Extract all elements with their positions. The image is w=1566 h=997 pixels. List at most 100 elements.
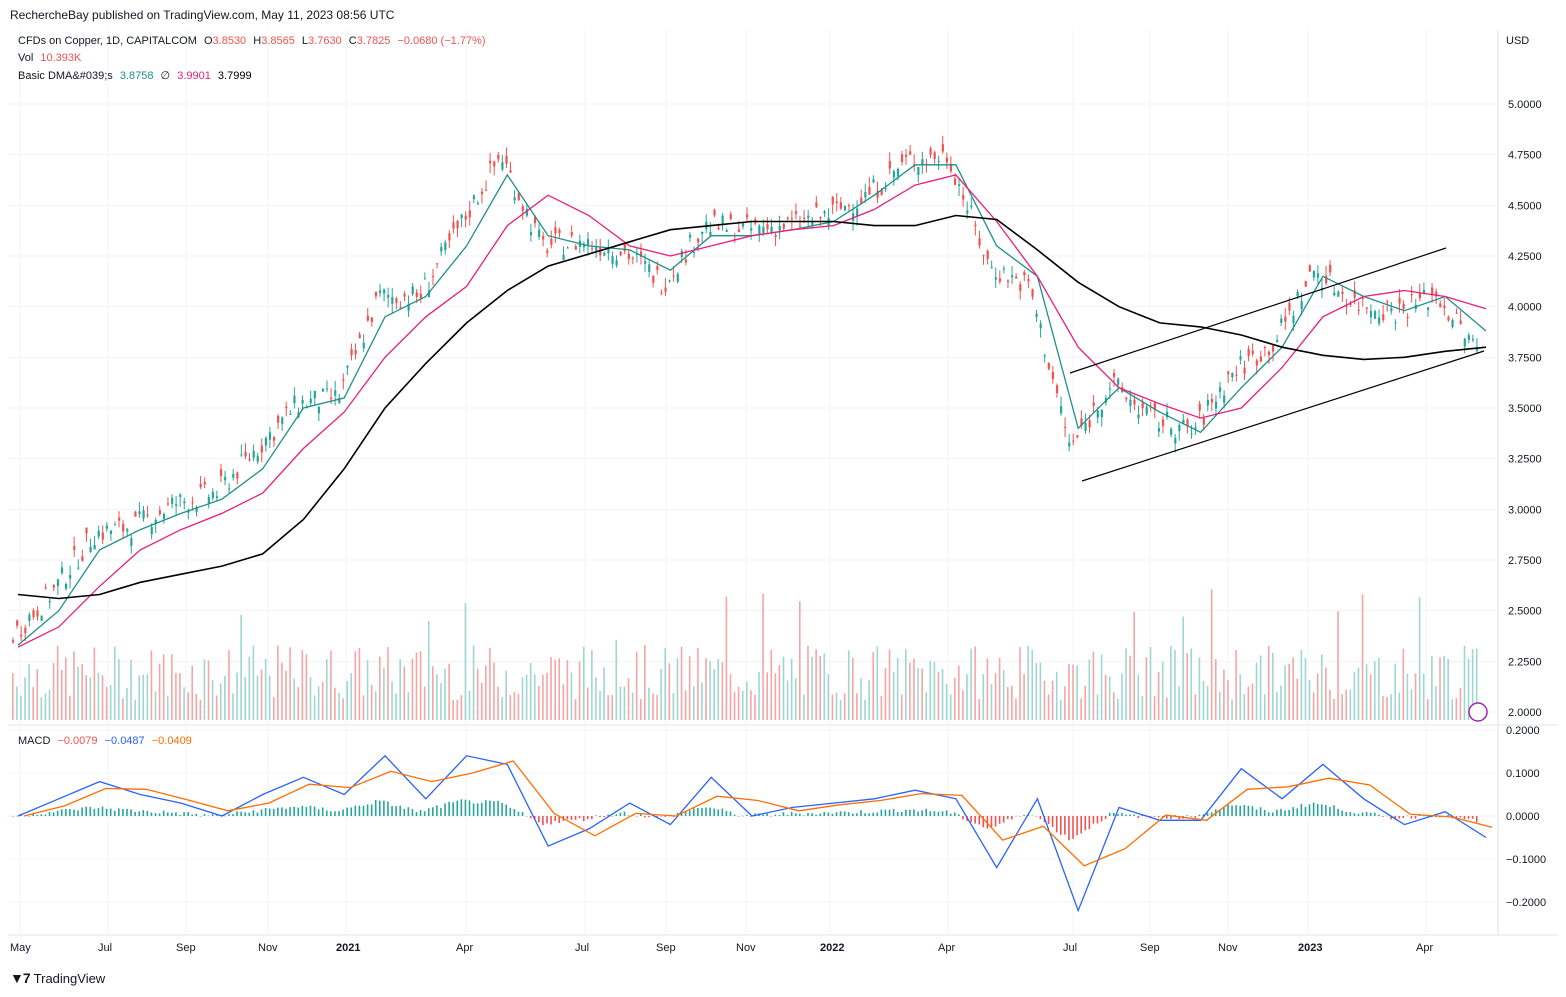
- tradingview-logo[interactable]: ▼7 TradingView: [10, 970, 105, 986]
- volume-bar: [236, 672, 238, 720]
- candle-body: [1353, 290, 1356, 298]
- candle-body: [236, 472, 239, 479]
- candle-body: [358, 334, 361, 339]
- candle-body: [1259, 356, 1262, 362]
- macd-histogram-bar: [1316, 803, 1319, 816]
- macd-histogram-bar: [362, 805, 365, 816]
- volume-bar: [203, 659, 206, 720]
- volume-bar: [1451, 699, 1454, 720]
- macd-histogram-bar: [199, 816, 202, 817]
- candle-body: [953, 178, 957, 185]
- volume-bar: [660, 668, 662, 720]
- alert-lightning-icon[interactable]: [1468, 702, 1488, 722]
- macd-histogram-bar: [864, 813, 866, 816]
- macd-histogram-bar: [513, 808, 516, 816]
- volume-bar: [1259, 655, 1262, 720]
- volume-bar: [750, 690, 752, 720]
- macd-histogram-bar: [635, 816, 638, 817]
- macd-histogram-bar: [909, 809, 911, 816]
- macd-histogram-bar: [16, 815, 18, 817]
- candle-body: [880, 190, 883, 195]
- candle-body: [162, 513, 166, 519]
- price-tick-label: 4.7500: [1508, 150, 1542, 162]
- volume-bar: [876, 646, 879, 720]
- macd-histogram-bar: [317, 809, 320, 816]
- candle-body: [1198, 403, 1201, 411]
- candle-body: [741, 223, 745, 227]
- candle-body: [1047, 363, 1050, 369]
- volume-bar: [1288, 663, 1290, 720]
- volume-bar: [1141, 695, 1144, 720]
- volume-bar: [741, 690, 744, 720]
- close-value: 3.7825: [356, 35, 391, 47]
- candle-body: [1251, 350, 1254, 355]
- volume-bar: [786, 680, 789, 720]
- price-tick-label: 2.0000: [1508, 707, 1542, 719]
- volume-bar: [888, 649, 891, 720]
- candle-body: [1471, 338, 1475, 341]
- macd-histogram-bar: [990, 816, 993, 828]
- candle-body: [958, 184, 961, 186]
- candle-body: [680, 250, 683, 257]
- macd-histogram-bar: [407, 807, 410, 816]
- macd-histogram-bar: [334, 811, 336, 816]
- volume-bar: [1365, 664, 1368, 720]
- volume-bar: [497, 686, 499, 720]
- price-tick-label: 4.0000: [1508, 302, 1542, 314]
- macd-histogram-bar: [839, 811, 842, 816]
- candle-body: [1100, 410, 1103, 417]
- macd-histogram-bar: [1398, 816, 1401, 819]
- macd-histogram-bar: [142, 810, 145, 816]
- candle-body: [627, 253, 630, 259]
- volume-bar: [807, 645, 809, 720]
- vol-value: 10.393K: [40, 52, 82, 64]
- volume-bar: [32, 687, 34, 720]
- macd-histogram-bar: [660, 816, 662, 817]
- volume-bar: [1471, 649, 1474, 720]
- volume-bar: [1276, 692, 1278, 720]
- volume-bar: [1006, 687, 1009, 720]
- candle-body: [334, 390, 337, 396]
- candle-body: [122, 523, 125, 532]
- macd-histogram-bar: [921, 810, 923, 816]
- candle-body: [1096, 410, 1099, 418]
- candle-body: [794, 211, 798, 214]
- volume-bar: [937, 672, 940, 720]
- volume-bar: [1027, 645, 1029, 720]
- candle-body: [215, 496, 219, 499]
- chart-area[interactable]: 5.0000 4.7500 4.5000 4.2500 4.0000 3.7500 3.50…: [8, 30, 1558, 965]
- candle-body: [1206, 400, 1209, 406]
- volume-bar: [138, 675, 141, 720]
- volume-bar: [48, 689, 51, 720]
- candle-body: [949, 163, 953, 172]
- candle-body: [1023, 272, 1026, 276]
- candle-body: [105, 525, 108, 529]
- candle-body: [126, 528, 129, 532]
- macd-tick-label: −0.2000: [1506, 897, 1546, 909]
- candle-body: [1235, 374, 1238, 376]
- volume-bar: [864, 699, 866, 720]
- candle-body: [1447, 316, 1450, 321]
- volume-bar: [1353, 671, 1356, 720]
- candle-body: [1276, 339, 1279, 343]
- candle-body: [1329, 264, 1332, 273]
- chart-svg[interactable]: 5.0000 4.7500 4.5000 4.2500 4.0000 3.7500 3.50…: [8, 30, 1558, 965]
- volume-bar: [582, 646, 585, 720]
- candle-body: [158, 510, 161, 514]
- candle-body: [978, 238, 981, 246]
- macd-histogram-bar: [1015, 815, 1017, 817]
- macd-histogram-bar: [1373, 812, 1376, 816]
- macd-histogram-bar: [807, 812, 809, 816]
- volume-bar: [725, 596, 728, 720]
- macd-histogram-bar: [415, 811, 418, 816]
- macd-tick-label: 0.2000: [1506, 725, 1540, 737]
- macd-histogram-bar: [884, 809, 887, 816]
- macd-histogram-bar: [1406, 815, 1409, 817]
- volume-bar: [440, 683, 442, 720]
- candle-body: [464, 215, 467, 220]
- candle-body: [1431, 287, 1434, 296]
- candle-body: [839, 202, 842, 209]
- candle-body: [77, 567, 80, 569]
- macd-histogram-bar: [701, 807, 703, 816]
- volume-bar: [1153, 696, 1156, 720]
